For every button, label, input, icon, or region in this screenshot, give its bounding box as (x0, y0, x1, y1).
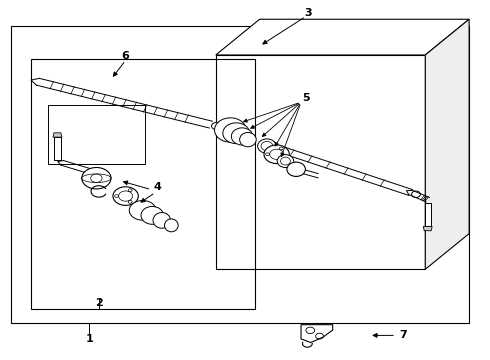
Text: 2: 2 (95, 298, 103, 308)
Text: 1: 1 (85, 334, 93, 344)
Text: 3: 3 (304, 8, 312, 18)
Ellipse shape (231, 128, 253, 145)
Ellipse shape (287, 162, 305, 176)
Text: 5: 5 (302, 93, 310, 103)
Ellipse shape (258, 139, 276, 153)
Ellipse shape (129, 201, 156, 220)
Circle shape (82, 167, 111, 189)
Polygon shape (423, 226, 432, 231)
Ellipse shape (240, 132, 256, 147)
Polygon shape (425, 19, 469, 269)
Ellipse shape (153, 212, 171, 228)
Text: 4: 4 (153, 182, 161, 192)
Circle shape (264, 145, 289, 163)
Polygon shape (424, 203, 431, 226)
Polygon shape (53, 133, 62, 137)
Bar (216, 55, 425, 269)
Ellipse shape (223, 123, 249, 144)
Ellipse shape (215, 118, 246, 142)
Polygon shape (54, 137, 61, 160)
Ellipse shape (412, 191, 420, 198)
Ellipse shape (277, 155, 294, 167)
Ellipse shape (165, 219, 178, 232)
Ellipse shape (141, 206, 164, 224)
Ellipse shape (212, 122, 221, 130)
Text: 7: 7 (399, 330, 407, 341)
Circle shape (113, 187, 138, 205)
Polygon shape (216, 19, 469, 55)
Bar (11, 26, 469, 323)
Polygon shape (301, 325, 333, 342)
Text: 6: 6 (122, 51, 129, 61)
Bar (48, 105, 145, 164)
Bar (30, 59, 255, 309)
